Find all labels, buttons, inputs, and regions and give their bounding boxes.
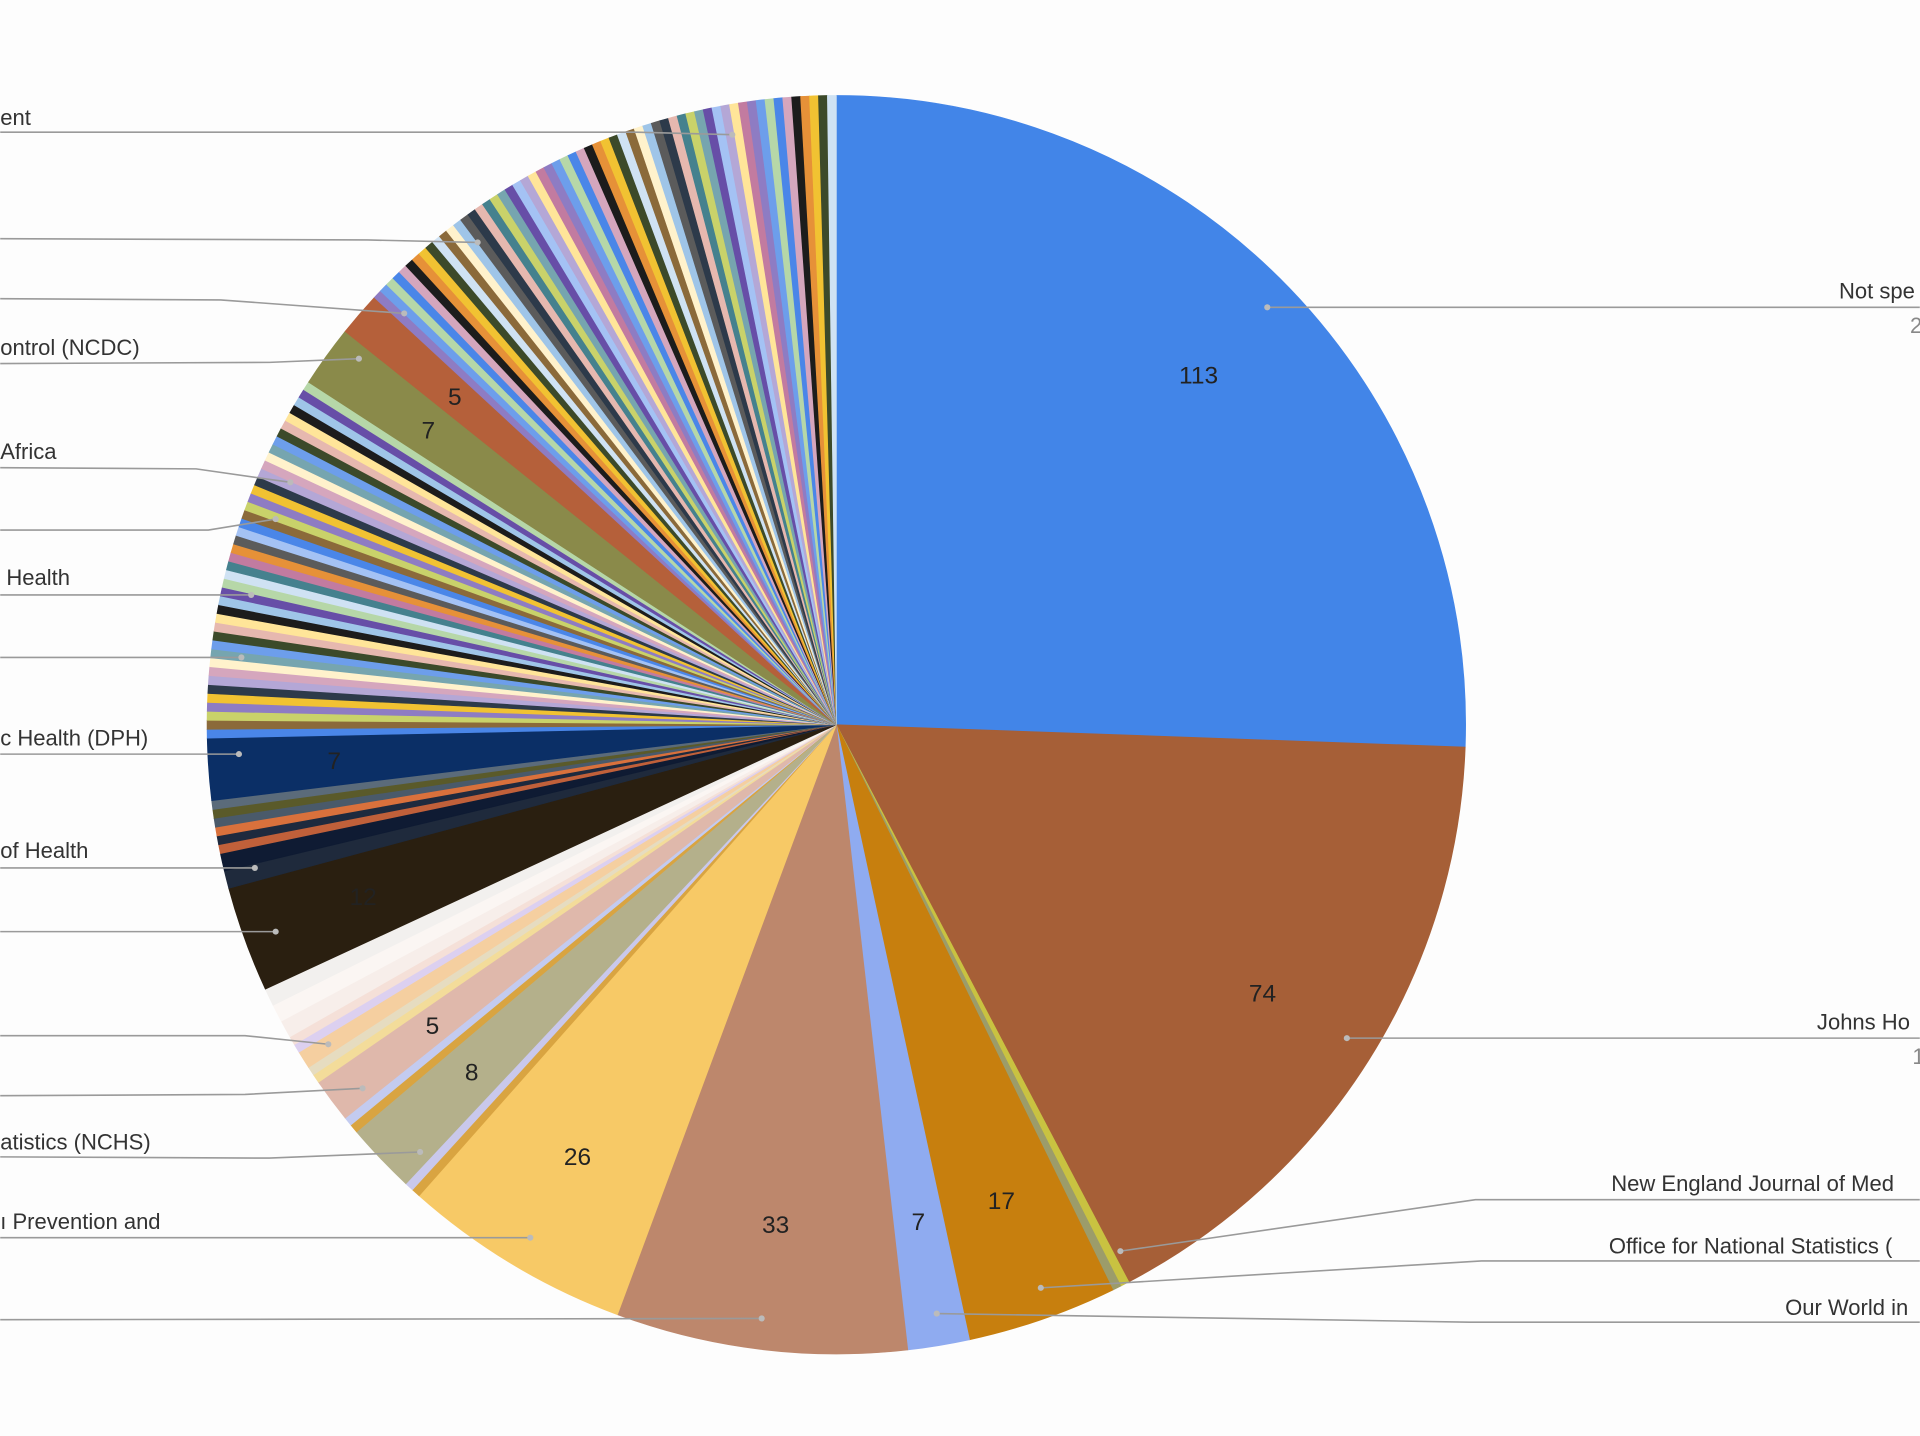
slice-value-label: 7: [421, 418, 435, 445]
leader-dot: [238, 654, 245, 661]
leader-dot: [235, 751, 242, 758]
slice-value-label: 12: [350, 884, 377, 911]
legend-labels-right: Not spe 2 Johns Ho 1 New England Journal…: [1609, 279, 1920, 1320]
leader-line: [0, 131, 733, 136]
slice-value-label: 8: [465, 1059, 479, 1086]
leader-line: [0, 1034, 329, 1046]
leader-line: [0, 297, 405, 315]
pie-slices: [206, 95, 1466, 1355]
leader-dot: [248, 591, 255, 599]
leader-line: [1120, 1198, 1920, 1252]
slice-value-label: 113: [1179, 363, 1218, 390]
legend-label: ontrol (NCDC): [0, 335, 139, 360]
leader-dot: [287, 479, 294, 486]
leader-line: [0, 1151, 421, 1159]
leader-dot: [1343, 1035, 1350, 1042]
leader-line: [0, 237, 478, 244]
leader-line: [0, 357, 359, 365]
legend-label: Africa: [0, 439, 57, 464]
pie-slice[interactable]: [835, 95, 1466, 748]
legend-label-nejm: New England Journal of Med: [1611, 1171, 1894, 1196]
leader-dot: [272, 516, 279, 523]
slice-value-label: 17: [988, 1188, 1015, 1215]
legend-label: Health: [0, 565, 70, 590]
leader-dot: [527, 1234, 534, 1241]
legend-label: of Health: [0, 838, 88, 863]
leader-dot: [1264, 304, 1271, 311]
slice-value-label: 74: [1249, 980, 1276, 1007]
leader-dot: [1117, 1248, 1124, 1255]
leader-dot: [933, 1310, 940, 1317]
legend-label-johns-hopkins: Johns Ho: [1817, 1010, 1910, 1035]
legend-percent: 1: [1912, 1044, 1920, 1069]
legend-label-not-specified: Not spe: [1839, 279, 1915, 304]
legend-label: atistics (NCHS): [0, 1130, 150, 1155]
leader-dot: [758, 1315, 765, 1322]
legend-percent: 2: [1910, 313, 1920, 338]
slice-value-label: 26: [564, 1144, 591, 1171]
leader-dot: [325, 1041, 332, 1048]
leader-line: [936, 1312, 1920, 1323]
leader-line: [0, 466, 291, 484]
leader-dot: [1037, 1284, 1044, 1291]
legend-label-owid: Our World in: [1785, 1295, 1908, 1320]
leader-dot: [272, 928, 279, 935]
legend-label: c Health (DPH): [0, 726, 148, 751]
slice-value-label: 7: [327, 748, 341, 775]
leader-dot: [474, 239, 481, 246]
slice-value-label: 5: [426, 1013, 440, 1040]
legend-label-ons: Office for National Statistics (: [1609, 1234, 1893, 1259]
leader-line: [0, 518, 276, 531]
leader-dot: [401, 310, 408, 317]
leader-dot: [729, 131, 736, 138]
leader-dot: [417, 1148, 424, 1156]
legend-labels-left: ent ontrol (NCDC) Africa Health c Health…: [0, 105, 160, 1234]
slice-value-label: 5: [448, 384, 462, 411]
leader-line: [1040, 1260, 1920, 1289]
slice-value-label: 33: [762, 1212, 789, 1239]
leader-lines: [0, 131, 1920, 1323]
leader-line: [0, 1087, 363, 1097]
leader-line: [0, 1317, 762, 1321]
leader-dot: [251, 864, 258, 872]
pie-slice[interactable]: [616, 724, 909, 1355]
pie-slice[interactable]: [835, 724, 1466, 1283]
leader-dot: [359, 1085, 366, 1092]
slice-value-label: 7: [911, 1209, 925, 1236]
legend-label: ı Prevention and: [0, 1209, 160, 1234]
legend-label: ent: [0, 105, 31, 130]
pie-slice[interactable]: [827, 95, 837, 725]
pie-slice[interactable]: [418, 724, 837, 1316]
leader-dot: [355, 355, 362, 362]
